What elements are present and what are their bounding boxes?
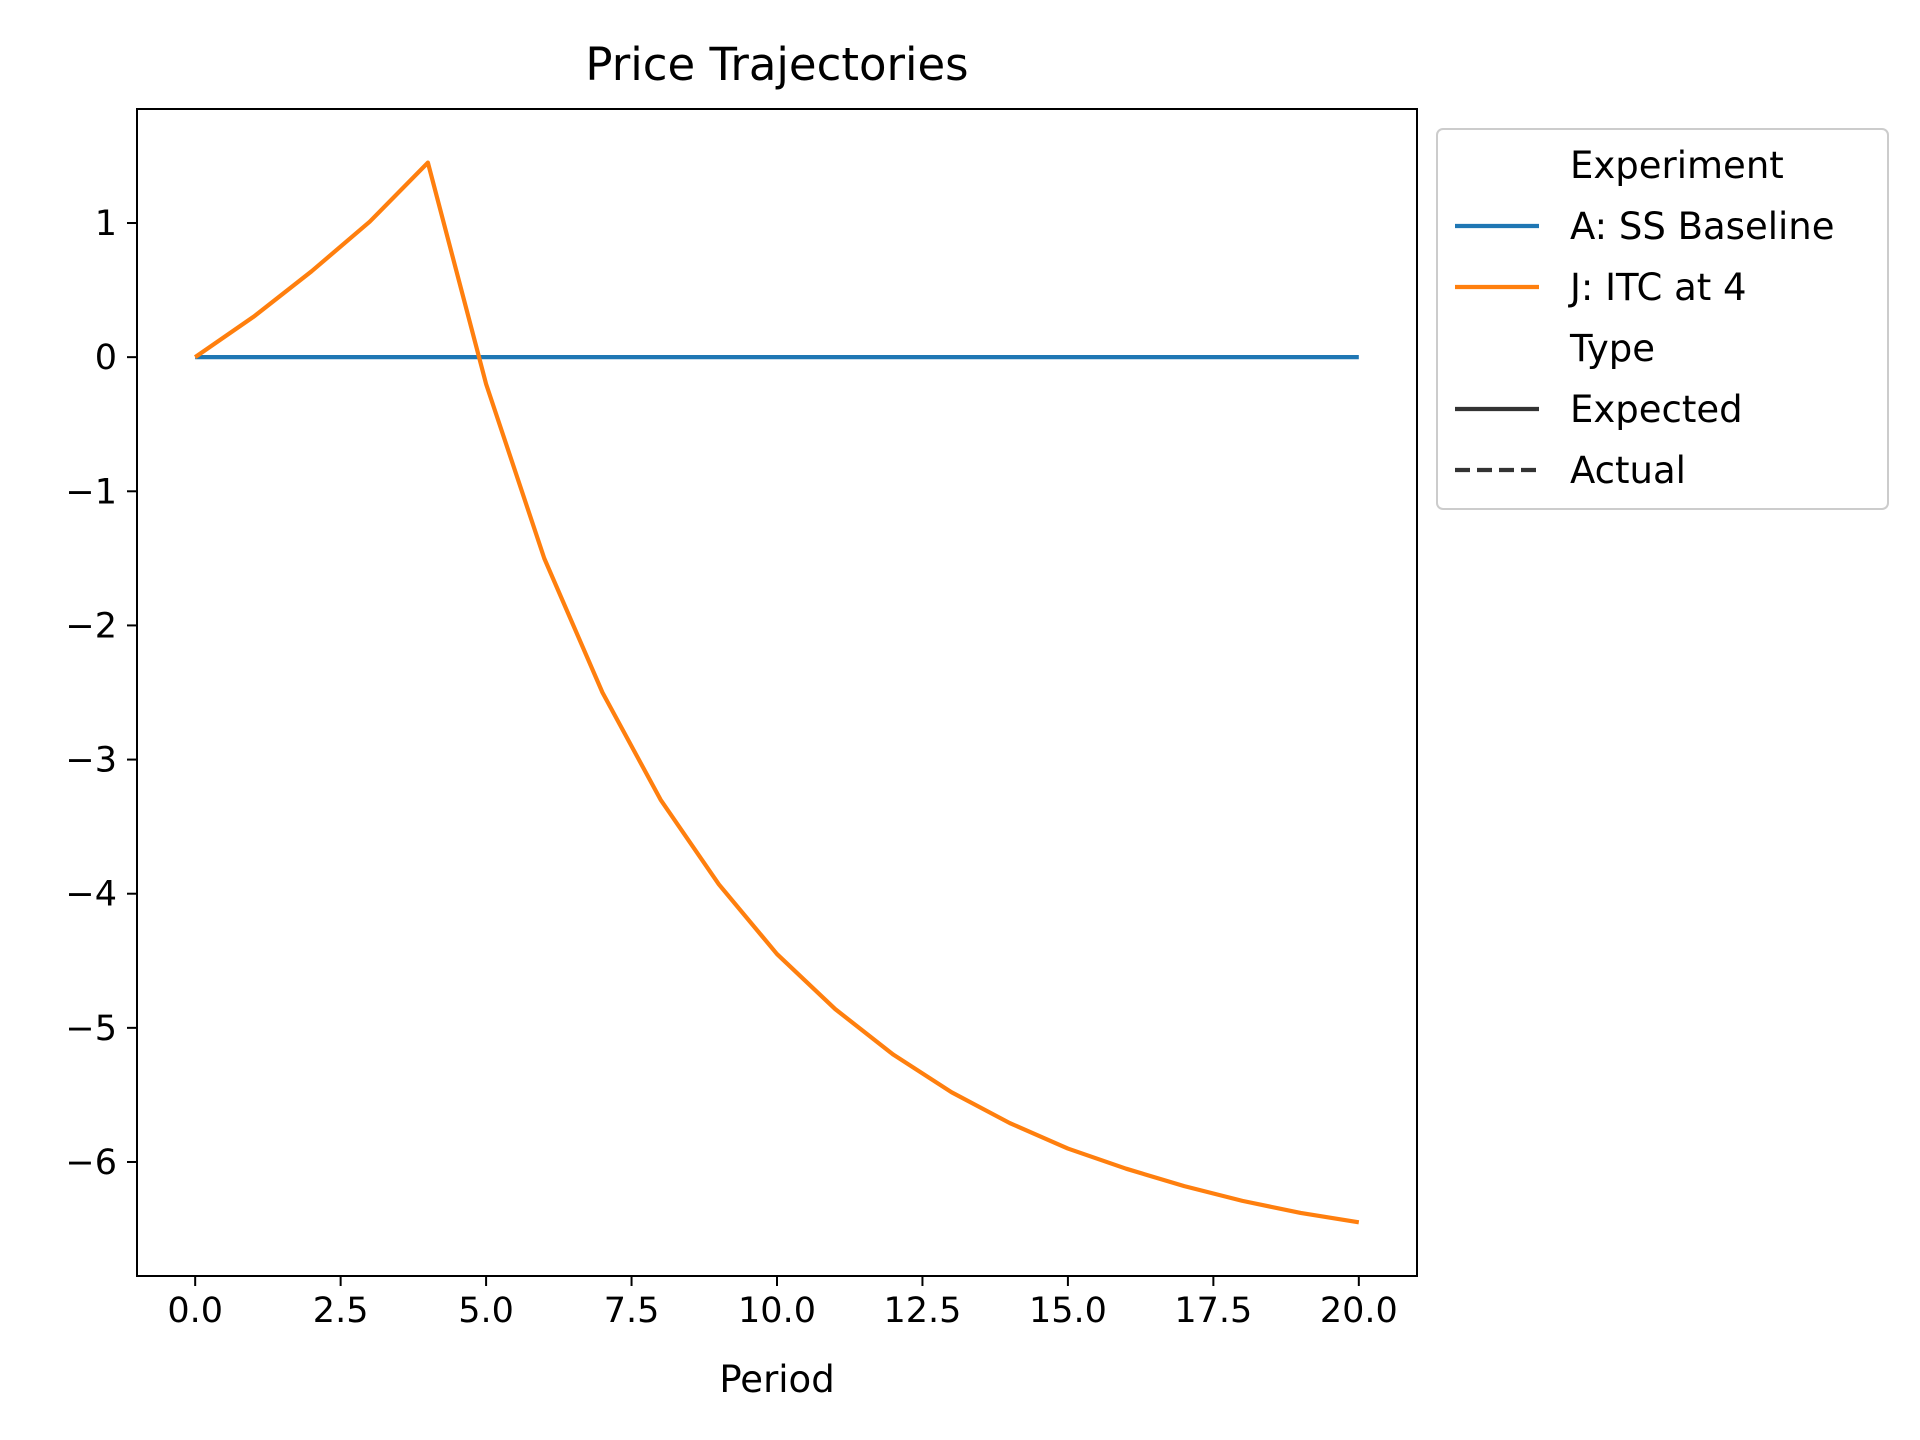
legend-group-title: Experiment: [1570, 144, 1784, 187]
legend-entry-label: Actual: [1570, 449, 1686, 492]
legend-group-title: Type: [1569, 327, 1655, 370]
y-tick-label: −6: [65, 1143, 117, 1183]
legend: Experiment A: SS Baseline J: ITC at 4 Type E…: [1436, 128, 1889, 510]
y-tick-label: −2: [65, 606, 117, 646]
x-axis-label: Period: [719, 1358, 834, 1401]
x-tick-label: 2.5: [313, 1291, 369, 1331]
plot-area: 0.0 2.5 5.0 7.5 10.0 12.5 15.0 17.5 20.0 1 0 −1 −2 −3…: [65, 108, 1418, 1331]
x-tick-label: 20.0: [1320, 1291, 1398, 1331]
x-tick-label: 0.0: [167, 1291, 223, 1331]
y-tick-label: −4: [65, 875, 117, 915]
x-tick-label: 17.5: [1174, 1291, 1252, 1331]
series-line-1: [193, 160, 1360, 1225]
y-tick-label: 1: [95, 204, 117, 244]
legend-box: [1436, 128, 1889, 510]
x-tick-label: 12.5: [883, 1291, 961, 1331]
legend-entry-label: A: SS Baseline: [1570, 205, 1835, 248]
y-tick-label: 0: [95, 338, 117, 378]
x-tick-label: 10.0: [738, 1291, 816, 1331]
y-tick-label: −1: [65, 472, 117, 512]
x-tick-label: 7.5: [604, 1291, 660, 1331]
x-tick-label: 5.0: [458, 1291, 514, 1331]
x-tick-label: 15.0: [1029, 1291, 1107, 1331]
y-tick-label: −5: [65, 1009, 117, 1049]
chart-title: Price Trajectories: [585, 38, 968, 91]
y-tick-label: −3: [65, 741, 117, 781]
legend-entry-label: Expected: [1570, 388, 1743, 431]
legend-entry-label: J: ITC at 4: [1568, 266, 1747, 309]
plot-frame: [136, 108, 1418, 1277]
